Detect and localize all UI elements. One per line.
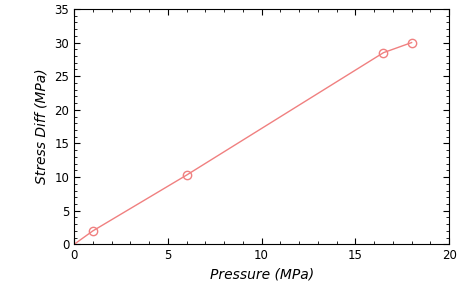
X-axis label: Pressure (MPa): Pressure (MPa) xyxy=(210,268,313,282)
Y-axis label: Stress Diff (MPa): Stress Diff (MPa) xyxy=(35,69,49,184)
